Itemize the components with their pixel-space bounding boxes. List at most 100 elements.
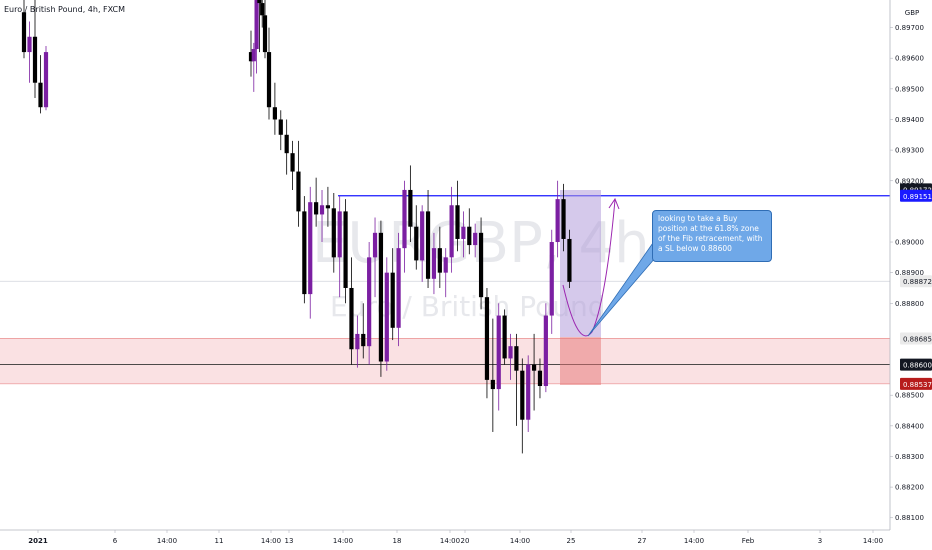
candle bbox=[455, 180, 460, 252]
price-label-text: 0.88872 bbox=[903, 278, 932, 286]
price-tick-label: 0.88500 bbox=[895, 392, 924, 400]
candle-body bbox=[396, 248, 401, 328]
candle-body bbox=[449, 205, 454, 258]
time-tick-label: 25 bbox=[567, 537, 576, 545]
candle bbox=[402, 180, 407, 273]
currency-label: GBP bbox=[905, 9, 919, 17]
price-axis bbox=[890, 0, 932, 550]
candle-body bbox=[266, 52, 272, 108]
candle bbox=[549, 229, 554, 334]
time-tick-label: 11 bbox=[215, 537, 224, 545]
candle-body bbox=[257, 0, 262, 4]
stop-zone bbox=[560, 337, 601, 385]
price-tick-label: 0.89200 bbox=[895, 177, 924, 185]
candle-body bbox=[484, 297, 490, 380]
symbol-header: Euro / British Pound, 4h, FXCM bbox=[4, 5, 126, 14]
time-tick-label: 18 bbox=[393, 537, 402, 545]
candle-body bbox=[537, 370, 543, 387]
candle-body bbox=[514, 346, 519, 371]
candle bbox=[449, 186, 454, 273]
candle bbox=[349, 257, 354, 365]
candle-body bbox=[478, 232, 484, 298]
candle-body bbox=[314, 202, 319, 215]
candle-body bbox=[32, 36, 38, 83]
candle bbox=[361, 303, 366, 359]
candle-body bbox=[319, 205, 325, 215]
candle-body bbox=[461, 226, 466, 239]
candle-body bbox=[420, 211, 425, 261]
candle bbox=[367, 242, 372, 365]
candle bbox=[355, 315, 360, 368]
candle bbox=[296, 140, 301, 227]
candle-body bbox=[543, 315, 548, 387]
candle bbox=[490, 318, 495, 432]
candle-body bbox=[337, 211, 342, 258]
projection-arrowhead bbox=[608, 197, 620, 210]
candle-body bbox=[254, 0, 259, 50]
support-zone bbox=[0, 338, 890, 384]
candle-body bbox=[272, 107, 277, 120]
candle-body bbox=[290, 153, 295, 172]
candle bbox=[408, 165, 413, 243]
candle-body bbox=[248, 52, 254, 62]
time-tick-label: 14:00 bbox=[261, 537, 281, 545]
candle-body bbox=[278, 119, 283, 135]
candle bbox=[437, 226, 442, 288]
price-label-text: 0.88600 bbox=[903, 362, 932, 370]
time-tick-label: 14:00 bbox=[440, 537, 460, 545]
price-label-box bbox=[900, 358, 932, 371]
candle-body bbox=[361, 333, 366, 347]
time-tick-label: 13 bbox=[285, 537, 294, 545]
candle bbox=[262, 0, 268, 59]
candle bbox=[257, 0, 262, 53]
candle-body bbox=[408, 189, 413, 227]
candle bbox=[278, 110, 283, 151]
candle bbox=[251, 42, 256, 92]
candle bbox=[537, 358, 543, 399]
time-tick-label: 2021 bbox=[28, 537, 48, 545]
candle bbox=[443, 248, 448, 298]
candle-body bbox=[520, 370, 525, 420]
candle bbox=[308, 186, 313, 319]
candle bbox=[384, 257, 389, 371]
candle bbox=[248, 30, 254, 77]
candle-body bbox=[508, 346, 513, 359]
candle bbox=[272, 82, 277, 135]
price-label-text: 0.88537 bbox=[903, 381, 932, 389]
candle-body bbox=[526, 364, 531, 420]
candle bbox=[555, 180, 560, 258]
target-zone bbox=[560, 190, 601, 337]
candle bbox=[543, 303, 548, 393]
candle bbox=[508, 333, 513, 380]
candle bbox=[378, 220, 384, 377]
time-tick-label: 14:00 bbox=[333, 537, 353, 545]
price-tick-label: 0.89300 bbox=[895, 147, 924, 155]
price-label-box bbox=[900, 189, 932, 202]
price-tick-label: 0.88100 bbox=[895, 514, 924, 522]
price-label-box bbox=[900, 377, 932, 390]
price-label: 0.88685 bbox=[900, 332, 932, 345]
candle-body bbox=[308, 202, 313, 295]
candle bbox=[473, 223, 478, 258]
candle-body bbox=[567, 238, 572, 282]
time-tick-label: 14:00 bbox=[157, 537, 177, 545]
candle-body bbox=[296, 171, 301, 212]
candle bbox=[290, 140, 295, 190]
candle-body bbox=[38, 82, 43, 108]
candle bbox=[319, 189, 325, 243]
price-tick-label: 0.88800 bbox=[895, 300, 924, 308]
price-tick-label: 0.88900 bbox=[895, 269, 924, 277]
candle-body bbox=[349, 287, 354, 350]
candle-body bbox=[425, 211, 431, 279]
price-tick-label: 0.89700 bbox=[895, 24, 924, 32]
candle bbox=[461, 211, 466, 258]
time-tick-label: 6 bbox=[113, 537, 118, 545]
candle-body bbox=[367, 257, 372, 347]
annotation-callout[interactable]: looking to take a Buy position at the 61… bbox=[652, 210, 772, 262]
candle bbox=[43, 45, 49, 111]
candle-body bbox=[27, 36, 32, 53]
time-tick-label: 3 bbox=[818, 537, 822, 545]
watermark-name: Euro / British Pound bbox=[330, 290, 605, 323]
